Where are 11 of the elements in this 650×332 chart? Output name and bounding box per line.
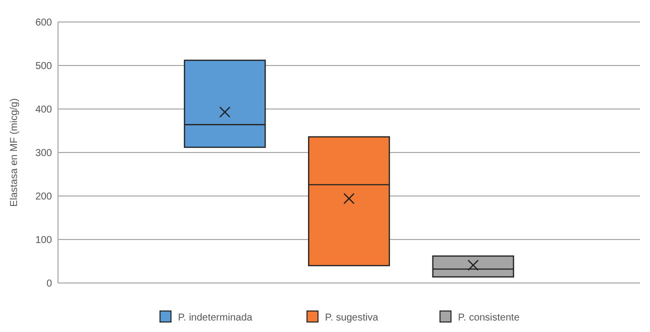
y-tick-label: 500 bbox=[35, 61, 52, 72]
y-tick-label: 0 bbox=[46, 278, 52, 290]
legend-label: P. sugestiva bbox=[325, 312, 379, 324]
y-tick-label: 200 bbox=[35, 192, 52, 202]
y-tick-label: 600 bbox=[35, 18, 52, 28]
y-tick-label: 100 bbox=[35, 235, 52, 246]
y-tick-label: 300 bbox=[35, 148, 52, 159]
legend-label: P. indeterminada bbox=[178, 312, 253, 324]
y-tick-label: 400 bbox=[35, 104, 52, 116]
y-axis-title: Elastasa en MF (micg/g) bbox=[9, 98, 20, 207]
legend-label: P. consistente bbox=[458, 312, 520, 324]
